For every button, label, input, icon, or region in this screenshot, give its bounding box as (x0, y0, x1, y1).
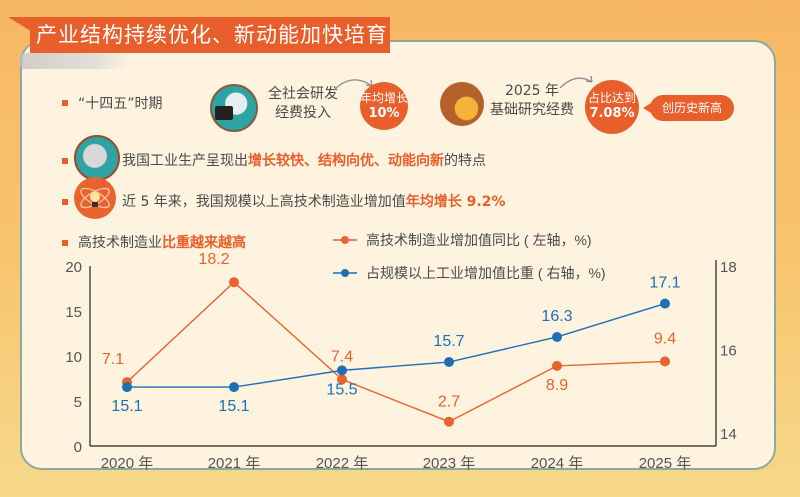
data-point (552, 360, 562, 371)
bullet-icon (62, 199, 68, 205)
basic-badge-value: 7.08% (589, 106, 635, 121)
data-label: 8.9 (546, 377, 568, 394)
atom-icon (80, 187, 110, 209)
series-line (127, 302, 666, 388)
basic-research-badge: 占比达到 7.08% (585, 80, 639, 134)
industry-text-highlight: 增长较快、结构向优、动能向新 (248, 153, 444, 169)
legend-label: 占规模以上工业增加值比重 ( 右轴，%) (366, 265, 606, 281)
data-point (229, 382, 239, 393)
rd-badge-line1: 年均增长 (360, 91, 409, 105)
legend-marker (341, 269, 349, 277)
rd-label-line1: 全社会研发 (268, 86, 338, 102)
record-high-pill: 创历史新高 (642, 95, 735, 121)
basic-label-line2: 基础研究经费 (490, 102, 574, 118)
right-tick-label: 14 (720, 426, 737, 443)
banner-shadow (20, 53, 130, 69)
high-tech-text-prefix: 近 5 年来，我国规模以上高技术制造业增加值 (122, 194, 406, 210)
data-label: 15.5 (326, 381, 357, 398)
rd-badge-value: 10% (368, 106, 400, 121)
coins-icon (440, 82, 484, 126)
data-point (660, 356, 670, 367)
period-label: “十四五”时期 (78, 96, 163, 112)
high-tech-text-highlight: 年均增长 9.2% (405, 194, 506, 210)
industry-text-prefix: 我国工业生产呈现出 (122, 153, 248, 169)
rd-growth-badge: 年均增长 10% (360, 82, 408, 130)
data-label: 17.1 (649, 275, 680, 292)
bullet-icon (62, 240, 68, 246)
arrow-icon (559, 75, 593, 89)
data-point (229, 277, 239, 288)
chart-title-prefix: 高技术制造业 (78, 235, 162, 251)
legend-marker (341, 236, 349, 244)
data-label: 2.7 (438, 394, 460, 411)
rd-investment-icon (210, 84, 258, 132)
rd-label: 全社会研发 经费投入 (268, 85, 338, 123)
left-tick-label: 15 (65, 304, 82, 321)
data-point (444, 357, 454, 368)
data-point (552, 331, 562, 342)
data-label: 9.4 (654, 330, 676, 347)
data-label: 15.7 (433, 333, 464, 350)
industry-feature-text: 我国工业生产呈现出增长较快、结构向优、动能向新的特点 (122, 150, 486, 170)
rd-label-line2: 经费投入 (275, 105, 331, 121)
legend-label: 高技术制造业增加值同比 ( 左轴，%) (366, 232, 592, 248)
series-line (126, 281, 666, 423)
atom-bulb-icon (74, 177, 116, 219)
right-tick-label: 16 (720, 343, 737, 360)
basic-research-label: 2025 年 基础研究经费 (490, 82, 574, 120)
chart-title: 高技术制造业比重越来越高 (78, 232, 246, 252)
data-label: 18.2 (198, 251, 229, 268)
data-label: 7.4 (331, 348, 353, 365)
data-label: 15.1 (111, 398, 142, 415)
x-tick-label: 2025 年 (639, 455, 692, 472)
bullet-icon (62, 158, 68, 164)
basic-badge-line1: 占比达到 (587, 91, 636, 105)
data-point (444, 416, 454, 427)
data-label: 15.1 (218, 398, 249, 415)
left-tick-label: 20 (65, 259, 82, 276)
left-tick-label: 5 (74, 394, 82, 411)
industry-text-suffix: 的特点 (444, 153, 486, 169)
data-point (122, 382, 132, 393)
right-tick-label: 18 (720, 259, 737, 276)
data-point (660, 298, 670, 309)
x-tick-label: 2023 年 (423, 455, 476, 472)
x-tick-label: 2022 年 (316, 455, 369, 472)
chart-title-highlight: 比重越来越高 (162, 235, 246, 251)
x-tick-label: 2021 年 (208, 455, 261, 472)
laptop-icon (215, 106, 233, 120)
bullet-icon (62, 100, 68, 106)
x-tick-label: 2020 年 (101, 455, 154, 472)
page-title: 产业结构持续优化、新动能加快培育 (8, 17, 390, 53)
high-tech-growth-text: 近 5 年来，我国规模以上高技术制造业增加值年均增长 9.2% (122, 191, 506, 211)
data-label: 7.1 (102, 351, 124, 368)
data-label: 16.3 (541, 308, 572, 325)
x-tick-label: 2024 年 (531, 455, 584, 472)
data-point (337, 365, 347, 376)
left-tick-label: 10 (65, 349, 82, 366)
data-point (337, 374, 347, 385)
left-tick-label: 0 (74, 439, 82, 456)
basic-label-line1: 2025 年 (504, 83, 560, 99)
